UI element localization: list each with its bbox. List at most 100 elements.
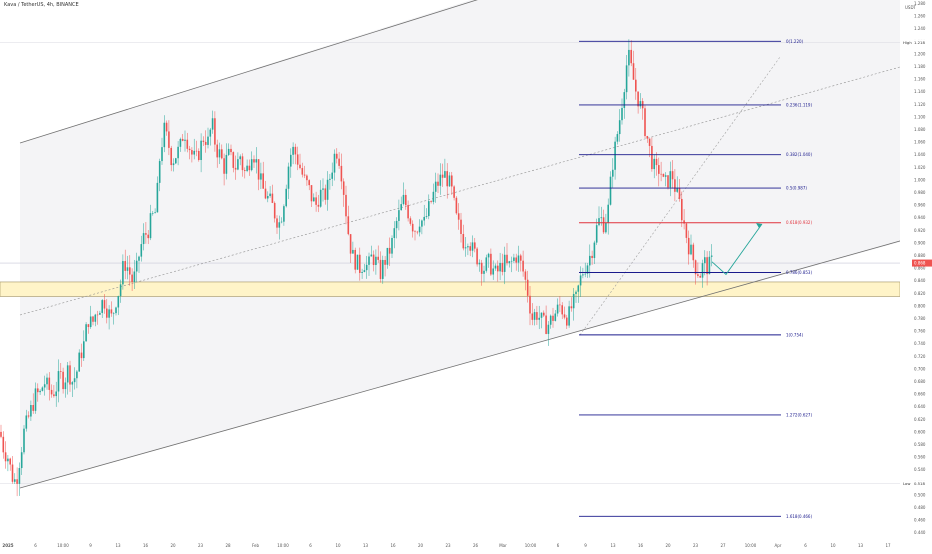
price-tick-label: 0.740 xyxy=(914,341,926,346)
candle-body xyxy=(437,181,439,186)
candle-body xyxy=(133,271,136,283)
time-tick-label: 13 xyxy=(363,543,369,548)
time-axis[interactable]: 2025 6 10:00 9 13 16 20 23 28 Feb 10:00 6 10 13 16 20 23… xyxy=(0,540,932,550)
candle-body xyxy=(250,159,253,171)
candle-body xyxy=(501,262,504,272)
candle-body xyxy=(108,309,110,318)
candle-body xyxy=(209,129,212,137)
candle-body xyxy=(556,304,559,314)
candle-body xyxy=(264,188,267,199)
candle-body xyxy=(667,175,669,188)
candle-body xyxy=(248,165,251,171)
candle-body xyxy=(609,176,612,205)
last-price-tag xyxy=(912,259,932,267)
fib-level-label: 0.618(0.932) xyxy=(786,220,812,225)
fib-level-label: 1(0.754) xyxy=(786,332,804,337)
price-tick-label: 0.860 xyxy=(914,266,926,271)
candle-body xyxy=(621,107,623,121)
time-tick-label: 10 xyxy=(830,543,836,548)
candle-body xyxy=(257,159,260,180)
candle-body xyxy=(538,317,540,320)
candle-body xyxy=(273,202,276,219)
candle-body xyxy=(315,197,317,205)
candle-body xyxy=(448,175,451,187)
candle-body xyxy=(290,154,292,167)
candle-body xyxy=(34,388,37,411)
candle-body xyxy=(262,173,264,189)
candle-body xyxy=(310,185,313,202)
candle-body xyxy=(384,259,386,265)
candle-body xyxy=(48,377,51,390)
channel-fill xyxy=(20,0,932,488)
candle-body xyxy=(485,257,488,271)
price-axis[interactable]: USDT1.2801.2601.2401.2201.2001.1801.1601… xyxy=(900,0,932,550)
candle-body xyxy=(462,233,465,249)
projection-layer xyxy=(711,223,763,276)
price-tick-label: 0.720 xyxy=(914,354,926,359)
candle-body xyxy=(439,174,442,186)
candle-body xyxy=(106,308,108,318)
candle-body xyxy=(124,261,126,271)
candle-body xyxy=(163,122,166,148)
price-tick-label: 1.280 xyxy=(914,1,926,6)
candle-body xyxy=(354,249,356,270)
price-tick-label: 0.880 xyxy=(914,253,926,258)
candle-body xyxy=(244,170,246,172)
candle-body xyxy=(453,186,455,198)
fib-level-label: 1.272(0.627) xyxy=(786,412,812,417)
candle-body xyxy=(161,147,163,162)
candle-body xyxy=(559,304,561,306)
candle-body xyxy=(669,171,672,188)
candle-body xyxy=(545,315,547,334)
candle-body xyxy=(653,158,655,170)
price-tick-label: 0.820 xyxy=(914,291,926,296)
candle-body xyxy=(598,218,600,226)
candle-body xyxy=(179,138,182,147)
candle-body xyxy=(342,181,345,195)
candle-body xyxy=(7,458,9,462)
time-tick-label: 2025 xyxy=(2,543,13,548)
price-tick-label: 1.000 xyxy=(914,177,926,182)
time-tick-label: Apr xyxy=(775,543,782,548)
candle-body xyxy=(655,158,658,166)
time-tick-label: 20 xyxy=(418,543,424,548)
candle-body xyxy=(591,255,593,259)
price-tick-label: 0.540 xyxy=(914,467,926,472)
candle-body xyxy=(547,324,550,334)
candle-body xyxy=(400,204,402,211)
currency-label: USDT xyxy=(905,5,917,10)
candle-body xyxy=(464,247,467,249)
candle-body xyxy=(317,204,320,207)
candle-body xyxy=(165,122,168,132)
candle-body xyxy=(503,254,506,272)
time-tick-label: 16 xyxy=(390,543,396,548)
candle-body xyxy=(301,168,304,175)
candle-body xyxy=(352,249,354,254)
price-tick-label: 1.160 xyxy=(914,77,926,82)
candle-body xyxy=(600,217,603,219)
fib-level-label: 0.786(0.853) xyxy=(786,270,812,275)
time-tick-label: 10:00 xyxy=(57,543,69,548)
candle-body xyxy=(395,220,398,229)
candle-body xyxy=(27,415,30,417)
candle-body xyxy=(338,158,340,166)
candle-body xyxy=(457,213,460,220)
candle-body xyxy=(474,242,476,249)
candle-body xyxy=(99,312,101,315)
price-tick-label: 1.240 xyxy=(914,26,926,31)
candle-body xyxy=(434,181,437,192)
candle-body xyxy=(73,378,76,383)
candle-body xyxy=(53,394,55,397)
candle-body xyxy=(483,270,485,274)
time-tick-label: 9 xyxy=(89,543,92,548)
candle-body xyxy=(333,153,336,173)
candle-body xyxy=(393,228,396,238)
channel-lower-line xyxy=(19,231,932,489)
candle-body xyxy=(416,231,419,233)
candle-body xyxy=(554,313,557,321)
time-axis-bg xyxy=(0,540,932,550)
candle-body xyxy=(170,147,172,166)
candle-body xyxy=(480,262,483,274)
low-value: 0.518 xyxy=(914,481,925,486)
